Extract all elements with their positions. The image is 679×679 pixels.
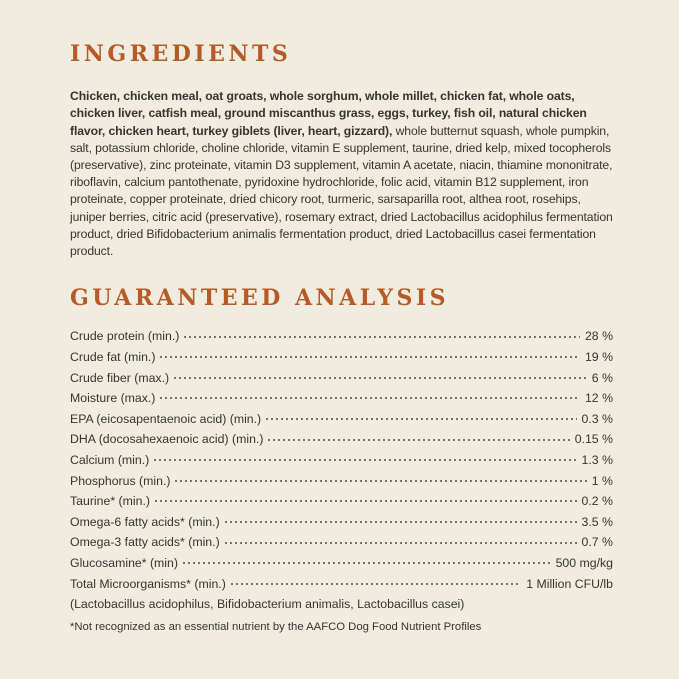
dot-leader [154, 459, 577, 462]
analysis-row-name: Phosphorus (min.) [70, 473, 171, 488]
analysis-row-value: 3.5 % [581, 514, 613, 529]
dot-leader [174, 376, 587, 379]
guaranteed-analysis-heading: GUARANTEED ANALYSIS [70, 285, 450, 312]
analysis-row-value: 0.3 % [581, 411, 613, 426]
analysis-row-value: 28 % [584, 329, 613, 344]
analysis-row-taurine: Taurine* (min.) 0.2 % [70, 491, 613, 512]
analysis-row-total-microorganisms: Total Microorganisms* (min.) 1 Million C… [70, 574, 613, 595]
analysis-row-value: 0.7 % [581, 535, 613, 550]
ingredients-paragraph: Chicken, chicken meal, oat groats, whole… [70, 88, 613, 260]
analysis-row-name: Omega-6 fatty acids* (min.) [70, 514, 220, 529]
dot-leader [154, 500, 577, 503]
analysis-row-value: 1 % [591, 473, 613, 488]
analysis-row-crude-fat: Crude fat (min.) 19 % [70, 347, 613, 368]
analysis-row-name: Crude fat (min.) [70, 350, 156, 364]
dot-leader [230, 582, 522, 585]
analysis-row-crude-fiber: Crude fiber (max.) 6 % [70, 368, 613, 389]
analysis-row-calcium: Calcium (min.) 1.3 % [70, 450, 613, 471]
analysis-row-epa: EPA (eicosapentaenoic acid) (min.) 0.3 % [70, 409, 613, 430]
dot-leader [160, 397, 580, 400]
analysis-row-name: Glucosamine* (min) [70, 555, 178, 570]
analysis-row-name: Calcium (min.) [70, 452, 150, 467]
dot-leader [175, 479, 587, 482]
analysis-row-value: 6 % [591, 370, 613, 385]
dot-leader [160, 356, 580, 359]
microorganisms-detail: (Lactobacillus acidophilus, Bifidobacter… [70, 597, 465, 612]
analysis-row-value: 1.3 % [581, 452, 613, 467]
analysis-row-glucosamine: Glucosamine* (min) 500 mg/kg [70, 553, 613, 574]
analysis-row-value: 12 % [584, 391, 613, 406]
analysis-row-name: Crude protein (min.) [70, 329, 180, 344]
analysis-row-name: Omega-3 fatty acids* (min.) [70, 535, 220, 550]
analysis-row-value: 0.15 % [574, 432, 613, 447]
analysis-row-name: Taurine* (min.) [70, 494, 150, 509]
dot-leader [224, 541, 577, 544]
dot-leader [266, 418, 577, 421]
analysis-row-dha: DHA (docosahexaenoic acid) (min.) 0.15 % [70, 429, 613, 450]
aafco-footnote: *Not recognized as an essential nutrient… [70, 620, 482, 633]
analysis-row-name: EPA (eicosapentaenoic acid) (min.) [70, 411, 262, 426]
ingredients-secondary-text: whole butternut squash, whole pumpkin, s… [70, 123, 613, 259]
dot-leader [184, 335, 580, 338]
analysis-row-value: 19 % [584, 350, 613, 364]
analysis-row-phosphorus: Phosphorus (min.) 1 % [70, 471, 613, 492]
analysis-row-value: 1 Million CFU/lb [526, 576, 613, 591]
analysis-row-name: Total Microorganisms* (min.) [70, 576, 226, 591]
analysis-row-value: 0.2 % [581, 494, 613, 509]
analysis-row-moisture: Moisture (max.) 12 % [70, 388, 613, 409]
ingredients-heading: INGREDIENTS [70, 41, 292, 67]
analysis-row-name: Crude fiber (max.) [70, 370, 170, 385]
analysis-row-name: DHA (docosahexaenoic acid) (min.) [70, 432, 264, 447]
analysis-row-omega-3: Omega-3 fatty acids* (min.) 0.7 % [70, 532, 613, 553]
dot-leader [268, 438, 570, 441]
dot-leader [224, 521, 577, 524]
guaranteed-analysis-table: Crude protein (min.) 28 % Crude fat (min… [70, 326, 613, 634]
dot-leader [182, 562, 551, 565]
analysis-row-value: 500 mg/kg [555, 555, 613, 570]
ingredients-primary-text: Chicken, chicken meal, oat groats, whole… [70, 89, 587, 138]
analysis-row-name: Moisture (max.) [70, 391, 156, 406]
analysis-row-omega-6: Omega-6 fatty acids* (min.) 3.5 % [70, 512, 613, 533]
analysis-row-crude-protein: Crude protein (min.) 28 % [70, 326, 613, 347]
